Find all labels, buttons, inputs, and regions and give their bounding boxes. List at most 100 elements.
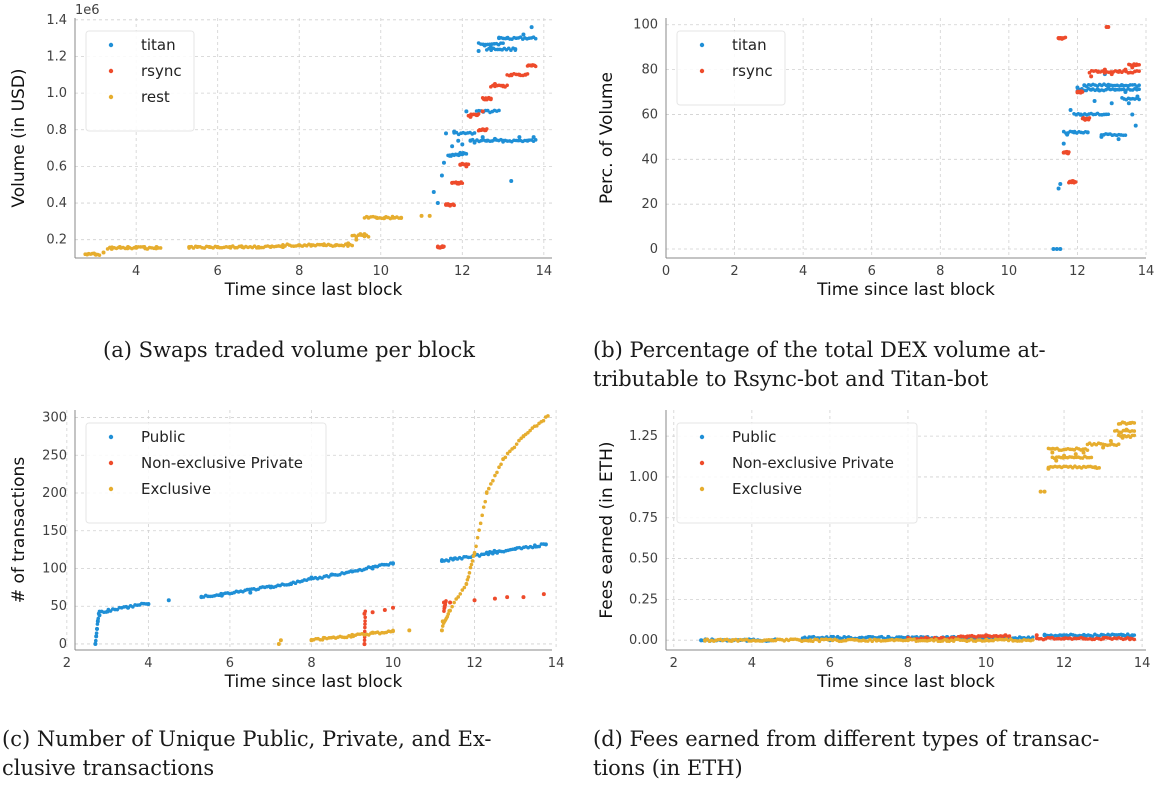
x-tick-label: 14 (1138, 264, 1155, 279)
data-point (468, 138, 473, 143)
data-point (452, 556, 457, 561)
legend-label: rest (141, 88, 170, 106)
data-point (1031, 635, 1035, 639)
data-point (1068, 179, 1073, 184)
data-point (1133, 123, 1138, 128)
data-point (363, 625, 367, 630)
data-point (497, 36, 501, 41)
data-point (1031, 638, 1035, 642)
data-point (533, 64, 538, 69)
data-point (984, 638, 988, 643)
y-axis-label: Perc. of Volume (597, 72, 617, 204)
data-point (466, 575, 471, 579)
data-point (456, 595, 461, 599)
data-point (1123, 67, 1128, 72)
data-point (521, 32, 526, 37)
data-point (1072, 130, 1076, 135)
series-exclusive (276, 414, 550, 646)
data-point (1126, 101, 1131, 106)
data-point (458, 152, 463, 157)
data-point (93, 252, 98, 257)
data-point (1062, 453, 1067, 458)
caption-d-line1: (d) Fees earned from different types of … (593, 727, 1100, 751)
data-point (1060, 36, 1064, 41)
data-point (440, 624, 445, 628)
data-point (458, 592, 463, 596)
data-point (427, 213, 432, 218)
data-point (350, 569, 355, 574)
data-point (289, 581, 294, 586)
data-point (268, 585, 273, 590)
x-tick-label: 4 (748, 656, 756, 671)
data-point (488, 96, 493, 101)
caption-d-line2: tions (in ETH) (593, 756, 743, 780)
data-point (1082, 116, 1087, 121)
y-tick-label: 0 (650, 242, 658, 257)
legend-label: titan (732, 36, 767, 54)
y-tick-label: 100 (633, 18, 658, 33)
data-point (391, 629, 395, 634)
data-point (382, 608, 387, 612)
data-point (93, 638, 98, 643)
x-tick-label: 4 (799, 264, 807, 279)
data-point (1137, 62, 1141, 67)
data-point (1068, 107, 1073, 112)
data-point (1130, 65, 1135, 70)
data-point (142, 245, 147, 250)
data-point (467, 571, 472, 575)
data-point (505, 83, 509, 88)
data-point (435, 201, 440, 206)
data-point (537, 544, 542, 549)
data-point (460, 142, 465, 147)
data-point (1003, 633, 1008, 638)
data-point (521, 595, 526, 600)
legend-marker (108, 42, 114, 48)
series-rest (83, 213, 432, 257)
data-point (460, 181, 465, 186)
data-point (105, 609, 110, 614)
legend: titan rsync (676, 30, 786, 106)
data-point (474, 544, 478, 549)
x-axis-label: Time since last block (816, 672, 995, 692)
data-point (1137, 97, 1141, 102)
data-point (1128, 636, 1133, 641)
data-point (497, 465, 501, 469)
caption-d: (d) Fees earned from different types of … (593, 725, 1099, 783)
data-point (445, 614, 450, 619)
data-point (1120, 633, 1125, 638)
data-point (399, 215, 404, 220)
legend: Public Non-exclusive Private Exclusive (85, 422, 327, 524)
data-point (391, 605, 395, 610)
data-point (1075, 90, 1080, 95)
y-tick-label: 60 (641, 107, 658, 122)
data-point (446, 612, 451, 616)
data-point (97, 253, 102, 257)
y-tick-label: 80 (641, 63, 658, 78)
data-point (489, 482, 493, 486)
x-tick-label: 10 (385, 656, 402, 671)
legend-box (85, 30, 195, 132)
data-point (219, 593, 224, 598)
data-point (1096, 87, 1100, 92)
data-point (481, 505, 486, 509)
data-point (446, 202, 451, 207)
data-point (1058, 247, 1063, 252)
data-point (1123, 90, 1128, 95)
data-point (497, 108, 501, 113)
y-tick-label: 0.00 (629, 633, 658, 648)
x-tick-label: 12 (1056, 656, 1073, 671)
x-tick-label: 14 (1134, 656, 1151, 671)
data-point (134, 245, 139, 250)
data-point (513, 546, 518, 551)
data-point (199, 595, 204, 600)
x-tick-label: 12 (466, 656, 483, 671)
data-point (95, 626, 100, 631)
data-point (256, 245, 261, 250)
data-point (240, 245, 245, 250)
legend: titan rsync rest (85, 30, 195, 132)
data-point (1130, 633, 1135, 638)
data-point (370, 566, 375, 571)
data-point (94, 634, 99, 639)
data-point (517, 438, 521, 443)
data-point (448, 153, 453, 158)
